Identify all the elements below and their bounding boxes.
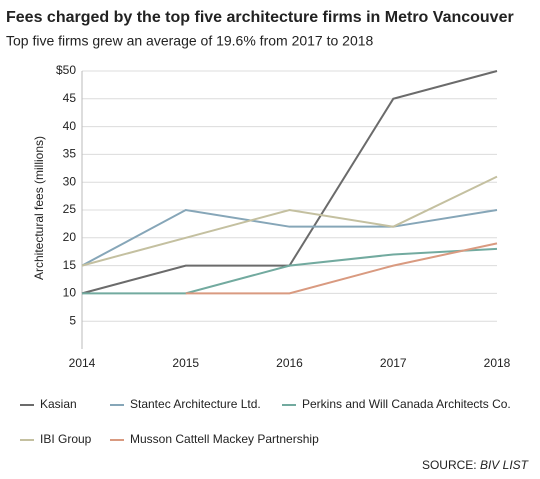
legend-label: Stantec Architecture Ltd.: [130, 397, 261, 411]
x-tick-label: 2017: [380, 356, 407, 370]
source: SOURCE: BIV LIST: [422, 458, 530, 472]
x-tick-label: 2014: [69, 356, 96, 370]
y-tick-label: 20: [63, 230, 77, 244]
y-tick-label: 35: [63, 147, 77, 161]
source-label: SOURCE:: [422, 458, 477, 472]
y-tick-label: 45: [63, 91, 77, 105]
chart-subtitle: Top five firms grew an average of 19.6% …: [6, 33, 374, 49]
legend-label: Kasian: [40, 397, 77, 411]
y-tick-label: 30: [63, 174, 77, 188]
x-tick-label: 2018: [484, 356, 511, 370]
y-tick-label: 40: [63, 119, 77, 133]
series-line: [82, 247, 498, 295]
y-tick-label: 15: [63, 258, 77, 272]
chart-title: Fees charged by the top five architectur…: [6, 9, 514, 26]
series-line: [185, 242, 498, 295]
y-tick-label: 25: [63, 202, 77, 216]
y-tick-label: 5: [69, 313, 76, 327]
series-line: [81, 208, 498, 267]
source-name: BIV LIST: [480, 458, 530, 472]
x-tick-label: 2015: [172, 356, 199, 370]
legend-label: Perkins and Will Canada Architects Co.: [302, 397, 511, 411]
x-tick-label: 2016: [276, 356, 303, 370]
y-tick-label: $50: [56, 63, 76, 77]
series-line: [81, 175, 498, 267]
y-axis-label: Architectural fees (millions): [32, 136, 46, 280]
legend-label: Musson Cattell Mackey Partnership: [130, 432, 319, 446]
y-tick-label: 10: [63, 286, 77, 300]
legend-label: IBI Group: [40, 432, 92, 446]
